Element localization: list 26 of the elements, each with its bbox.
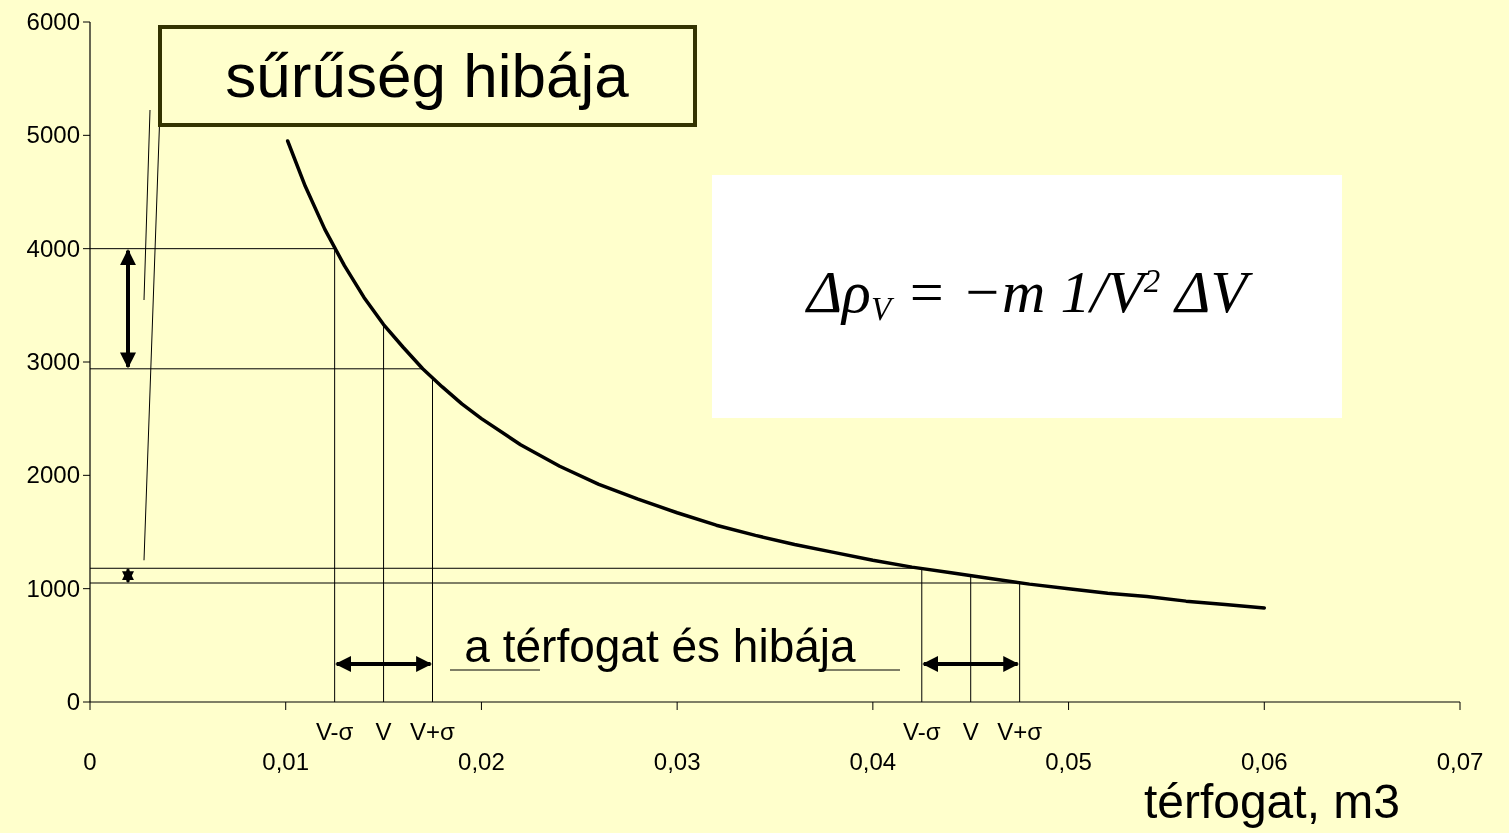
x-tick-label: 0 [83,748,97,775]
chart-title: sűrűség hibája [225,41,630,110]
ref-line-label: V-σ [315,718,354,745]
y-tick-label: 0 [66,688,80,715]
x-tick-label: 0,01 [262,748,310,775]
formula-box: Δρ$_{V}$ = −m 1/V$^{2}$ ΔV [712,175,1342,418]
x-axis-title: térfogat, m3 [1143,775,1400,828]
x-tick-label: 0,02 [458,748,505,775]
y-tick-label: 2000 [26,461,80,489]
ref-line-label: V+σ [410,718,456,745]
x-tick-label: 0,05 [1045,748,1092,775]
x-tick-label: 0,06 [1240,748,1288,775]
x-tick-label: 0,07 [1436,748,1484,775]
annotation: a térfogat és hibája [464,620,857,672]
ref-line-label: V [375,718,392,745]
y-tick-label: 5000 [26,121,80,149]
y-tick-label: 6000 [26,8,80,35]
ref-line-label: V-σ [903,718,941,745]
ref-line-label: V+σ [997,718,1043,745]
annotation: Δρ$_{V}$ = −m 1/V$^{2}$ ΔV [804,259,1254,328]
y-tick-label: 4000 [26,234,80,262]
y-tick-label: 3000 [26,348,80,375]
y-tick-label: 1000 [26,574,80,602]
ref-line-label: V [962,718,979,745]
x-tick-label: 0,04 [849,748,897,775]
x-tick-label: 0,03 [653,748,701,775]
